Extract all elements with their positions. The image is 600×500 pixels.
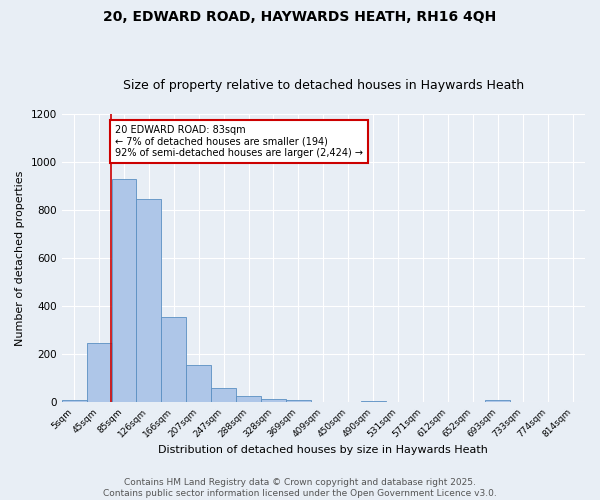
Bar <box>286 400 311 402</box>
Bar <box>186 364 211 403</box>
Bar <box>236 396 261 402</box>
Bar <box>161 317 186 402</box>
Bar <box>86 343 112 402</box>
Text: 20 EDWARD ROAD: 83sqm
← 7% of detached houses are smaller (194)
92% of semi-deta: 20 EDWARD ROAD: 83sqm ← 7% of detached h… <box>115 125 363 158</box>
Bar <box>62 400 86 402</box>
Text: Contains HM Land Registry data © Crown copyright and database right 2025.
Contai: Contains HM Land Registry data © Crown c… <box>103 478 497 498</box>
Y-axis label: Number of detached properties: Number of detached properties <box>15 170 25 346</box>
Bar <box>261 400 286 402</box>
Bar <box>485 400 510 402</box>
Bar <box>112 179 136 402</box>
X-axis label: Distribution of detached houses by size in Haywards Heath: Distribution of detached houses by size … <box>158 445 488 455</box>
Bar <box>136 200 161 402</box>
Title: Size of property relative to detached houses in Haywards Heath: Size of property relative to detached ho… <box>123 79 524 92</box>
Text: 20, EDWARD ROAD, HAYWARDS HEATH, RH16 4QH: 20, EDWARD ROAD, HAYWARDS HEATH, RH16 4Q… <box>103 10 497 24</box>
Bar <box>211 388 236 402</box>
